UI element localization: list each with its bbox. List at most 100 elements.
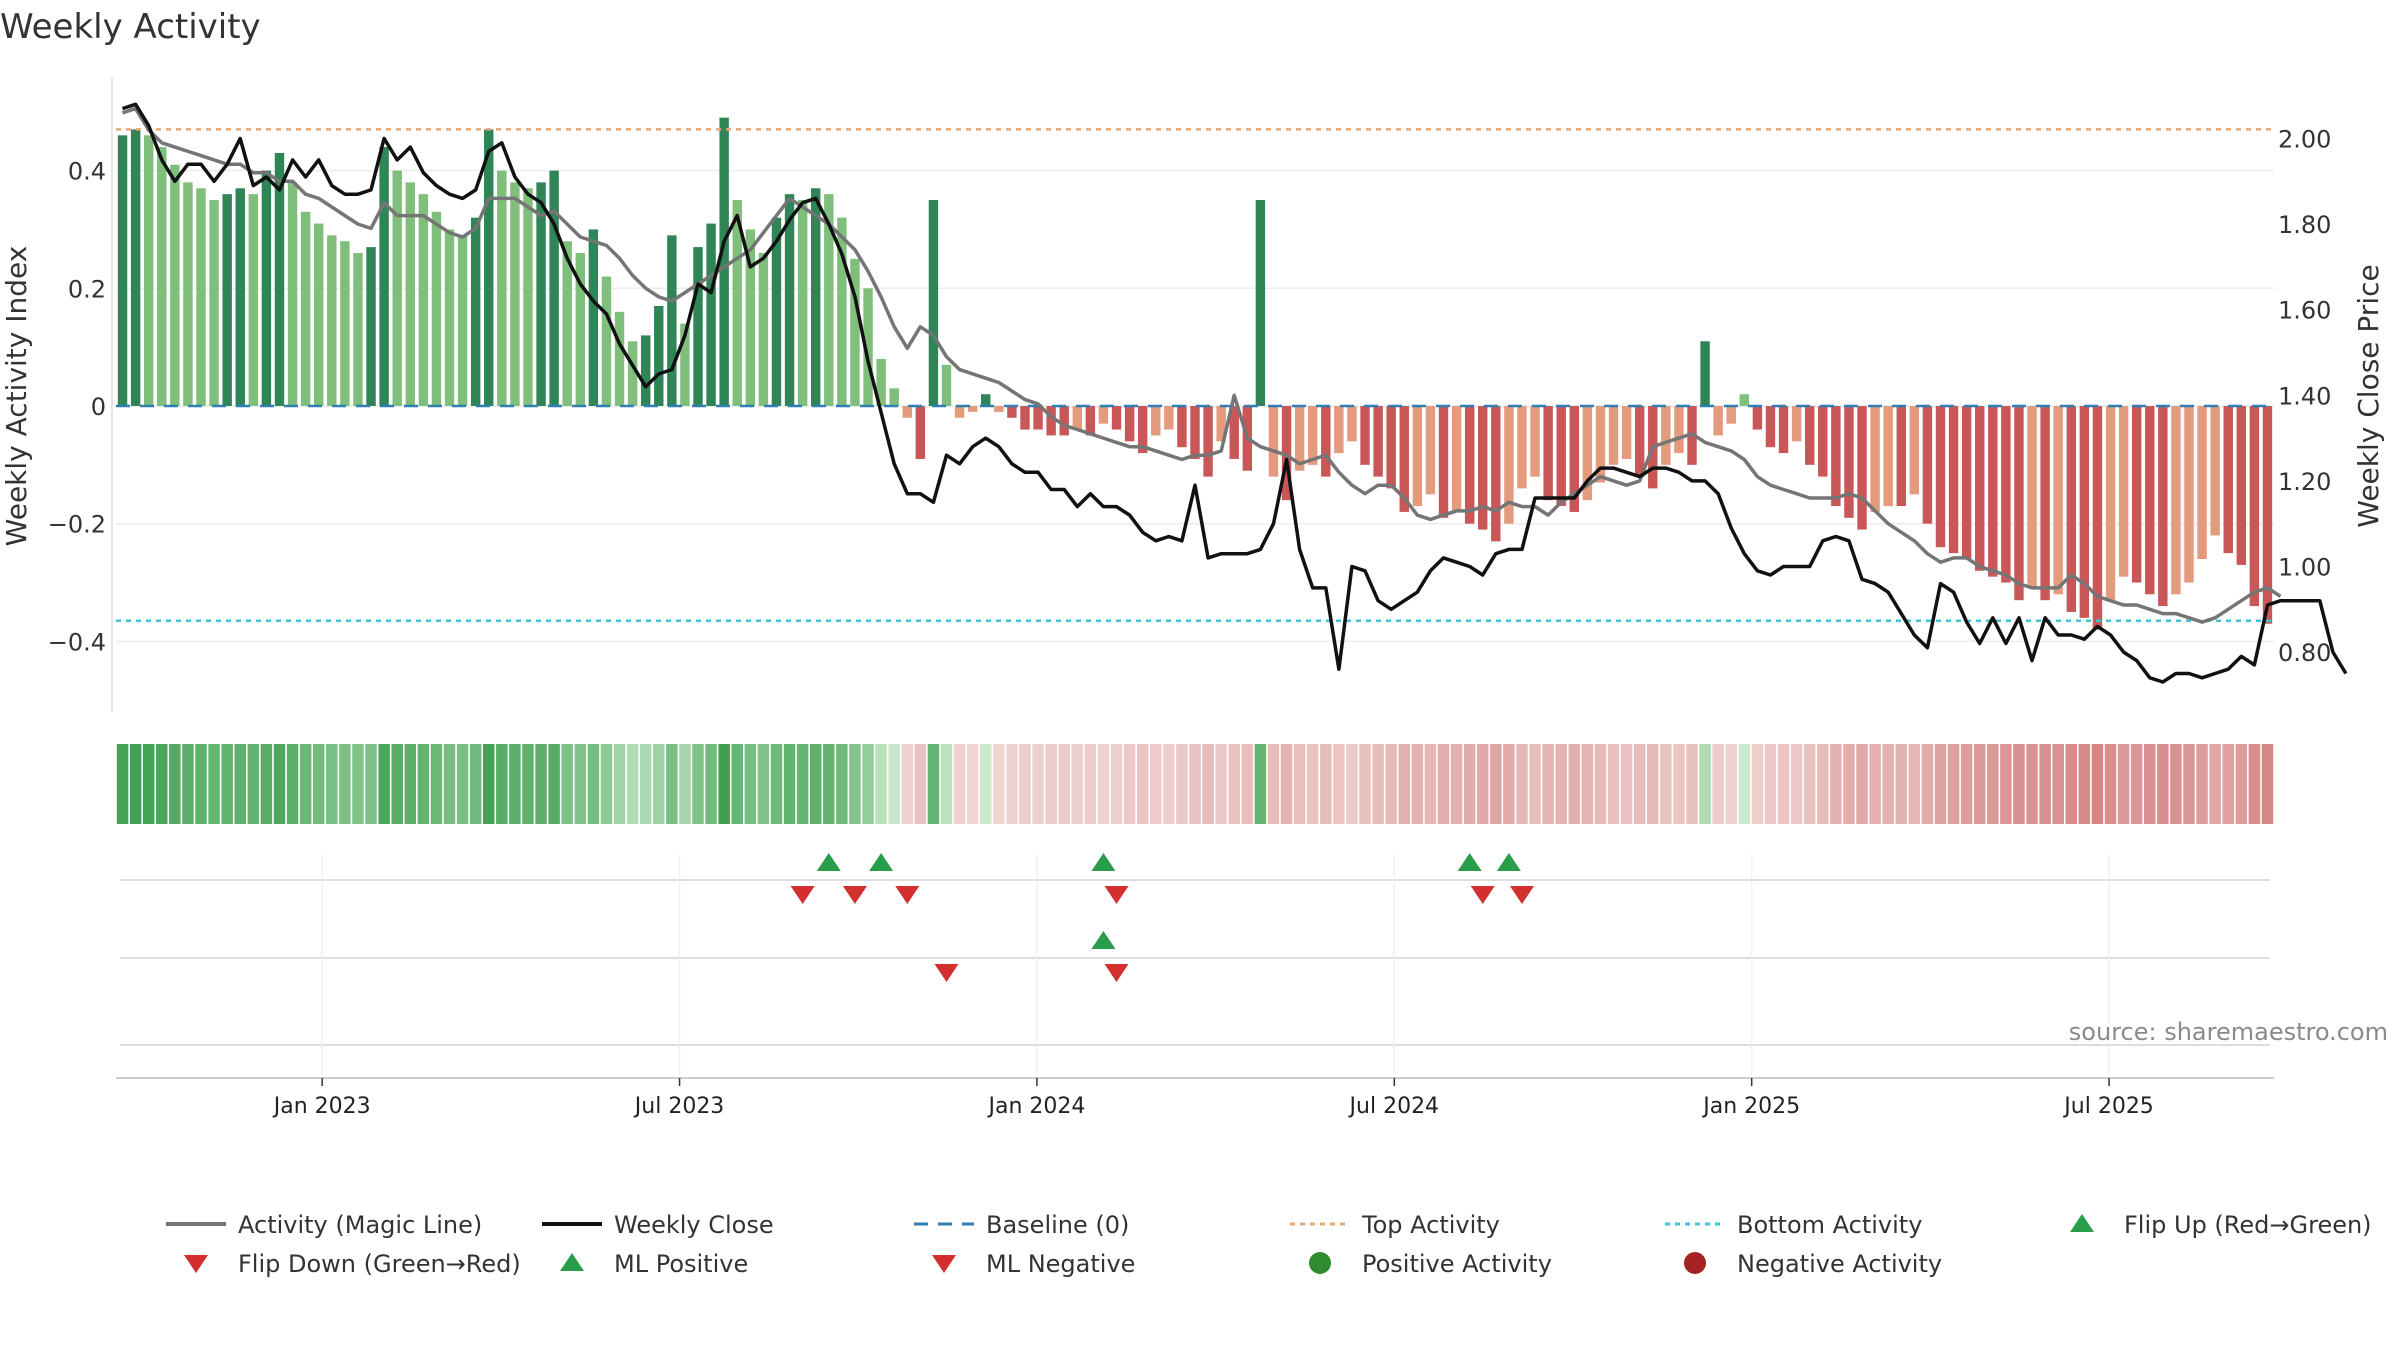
- heat-cell: [1372, 744, 1384, 824]
- heat-cell: [1725, 744, 1737, 824]
- heat-cell: [1320, 744, 1332, 824]
- heat-cell: [116, 744, 129, 824]
- activity-bar: [1033, 406, 1043, 430]
- heat-cell: [927, 744, 940, 824]
- x-axis: Jan 2023 Jul 2023 Jan 2024 Jul 2024 Jan 2025…: [116, 1077, 2274, 1119]
- activity-bar: [1831, 406, 1841, 507]
- heat-cell: [809, 744, 822, 824]
- heat-cell: [888, 744, 900, 824]
- heat-cell: [2039, 744, 2051, 824]
- heat-cell: [993, 744, 1005, 824]
- heat-cell: [378, 744, 390, 824]
- heat-cell: [1267, 744, 1280, 824]
- heat-cell: [770, 744, 783, 824]
- heat-cell: [1110, 744, 1123, 824]
- activity-bar: [667, 235, 677, 406]
- heat-cell: [1254, 744, 1267, 824]
- heat-cell: [2065, 744, 2078, 824]
- y2-tick-label: 1.20: [2278, 468, 2331, 496]
- price-lines: [121, 102, 2348, 684]
- heat-cell: [600, 744, 613, 824]
- activity-bar: [1177, 406, 1187, 448]
- heat-cell: [1084, 744, 1097, 824]
- y-axis-label: Weekly Activity Index: [0, 246, 33, 547]
- flip-up-marker: [1496, 853, 1521, 871]
- activity-bar: [117, 135, 128, 407]
- heat-cell: [1817, 744, 1829, 824]
- heat-cell: [2013, 744, 2025, 824]
- heat-cell: [1045, 744, 1057, 824]
- heat-cell: [875, 744, 887, 824]
- activity-bar: [876, 358, 886, 406]
- activity-bar: [314, 223, 324, 406]
- activity-bar: [2092, 406, 2103, 630]
- activity-bar: [1347, 406, 1357, 442]
- heat-cell: [1777, 744, 1790, 824]
- heat-cell: [1921, 744, 1934, 824]
- heat-cell: [1699, 744, 1711, 824]
- activity-bar: [797, 200, 808, 406]
- activity-bar: [1909, 406, 1920, 495]
- heat-cell: [169, 744, 181, 824]
- activity-bar: [1870, 406, 1880, 512]
- activity-heat-strip: [116, 744, 2274, 824]
- heat-cell: [2157, 744, 2169, 824]
- heat-cell: [744, 744, 757, 824]
- activity-bar: [1883, 406, 1893, 507]
- flip-down-marker: [1509, 886, 1534, 904]
- axes: 0.4 0.2 0 −0.2 −0.4 2.00 1.80 1.60 1.40 1.20 1.00 0…: [0, 78, 2385, 712]
- activity-bar: [1190, 406, 1200, 459]
- heat-cell: [1476, 744, 1489, 824]
- heat-cell: [352, 744, 364, 824]
- activity-bar: [2197, 406, 2207, 559]
- activity-bar: [1569, 406, 1579, 512]
- activity-bar: [287, 182, 298, 406]
- activity-bar: [392, 170, 402, 406]
- activity-bars: [117, 117, 2273, 630]
- y2-tick-label: 1.00: [2278, 553, 2331, 581]
- activity-bar: [1674, 406, 1684, 454]
- activity-bar: [353, 253, 363, 406]
- heat-cell: [365, 744, 377, 824]
- heat-cell: [234, 744, 246, 824]
- activity-bar: [2001, 406, 2011, 583]
- activity-bar: [248, 194, 259, 406]
- activity-bar: [457, 235, 468, 406]
- activity-bar: [340, 241, 350, 406]
- heat-cell: [1542, 744, 1554, 824]
- heat-cell: [1019, 744, 1031, 824]
- activity-bar: [1543, 406, 1553, 501]
- heat-cell: [1516, 744, 1528, 824]
- flip-down-marker: [1470, 886, 1495, 904]
- y2-tick-label: 1.40: [2278, 382, 2331, 410]
- activity-bar: [706, 223, 716, 406]
- magic-line-series: [121, 106, 2282, 624]
- activity-bar: [654, 305, 664, 406]
- heat-cell: [574, 744, 587, 824]
- heat-cell: [626, 744, 639, 824]
- heat-cell: [1097, 744, 1110, 824]
- activity-bar: [915, 406, 926, 459]
- heat-cell: [1987, 744, 1999, 824]
- activity-bar: [784, 194, 795, 406]
- activity-bar: [627, 341, 638, 406]
- heat-cell: [1620, 744, 1633, 824]
- activity-bar: [2105, 406, 2116, 601]
- heat-cell: [705, 744, 717, 824]
- heat-cell: [1359, 744, 1371, 824]
- activity-bar: [1896, 406, 1906, 507]
- flip-down-marker: [934, 964, 959, 982]
- legend-label: ML Positive: [614, 1250, 748, 1278]
- activity-bar: [444, 229, 455, 406]
- activity-bar: [1164, 406, 1174, 430]
- activity-bar: [300, 211, 311, 406]
- legend-swatch: [560, 1253, 584, 1271]
- heat-cell: [1764, 744, 1777, 824]
- heat-cell: [2196, 744, 2208, 824]
- activity-bar: [1046, 406, 1056, 436]
- activity-bar: [588, 229, 599, 406]
- heat-cell: [783, 744, 796, 824]
- activity-bar: [222, 194, 232, 406]
- activity-bar: [824, 194, 834, 406]
- activity-bar: [1321, 406, 1331, 477]
